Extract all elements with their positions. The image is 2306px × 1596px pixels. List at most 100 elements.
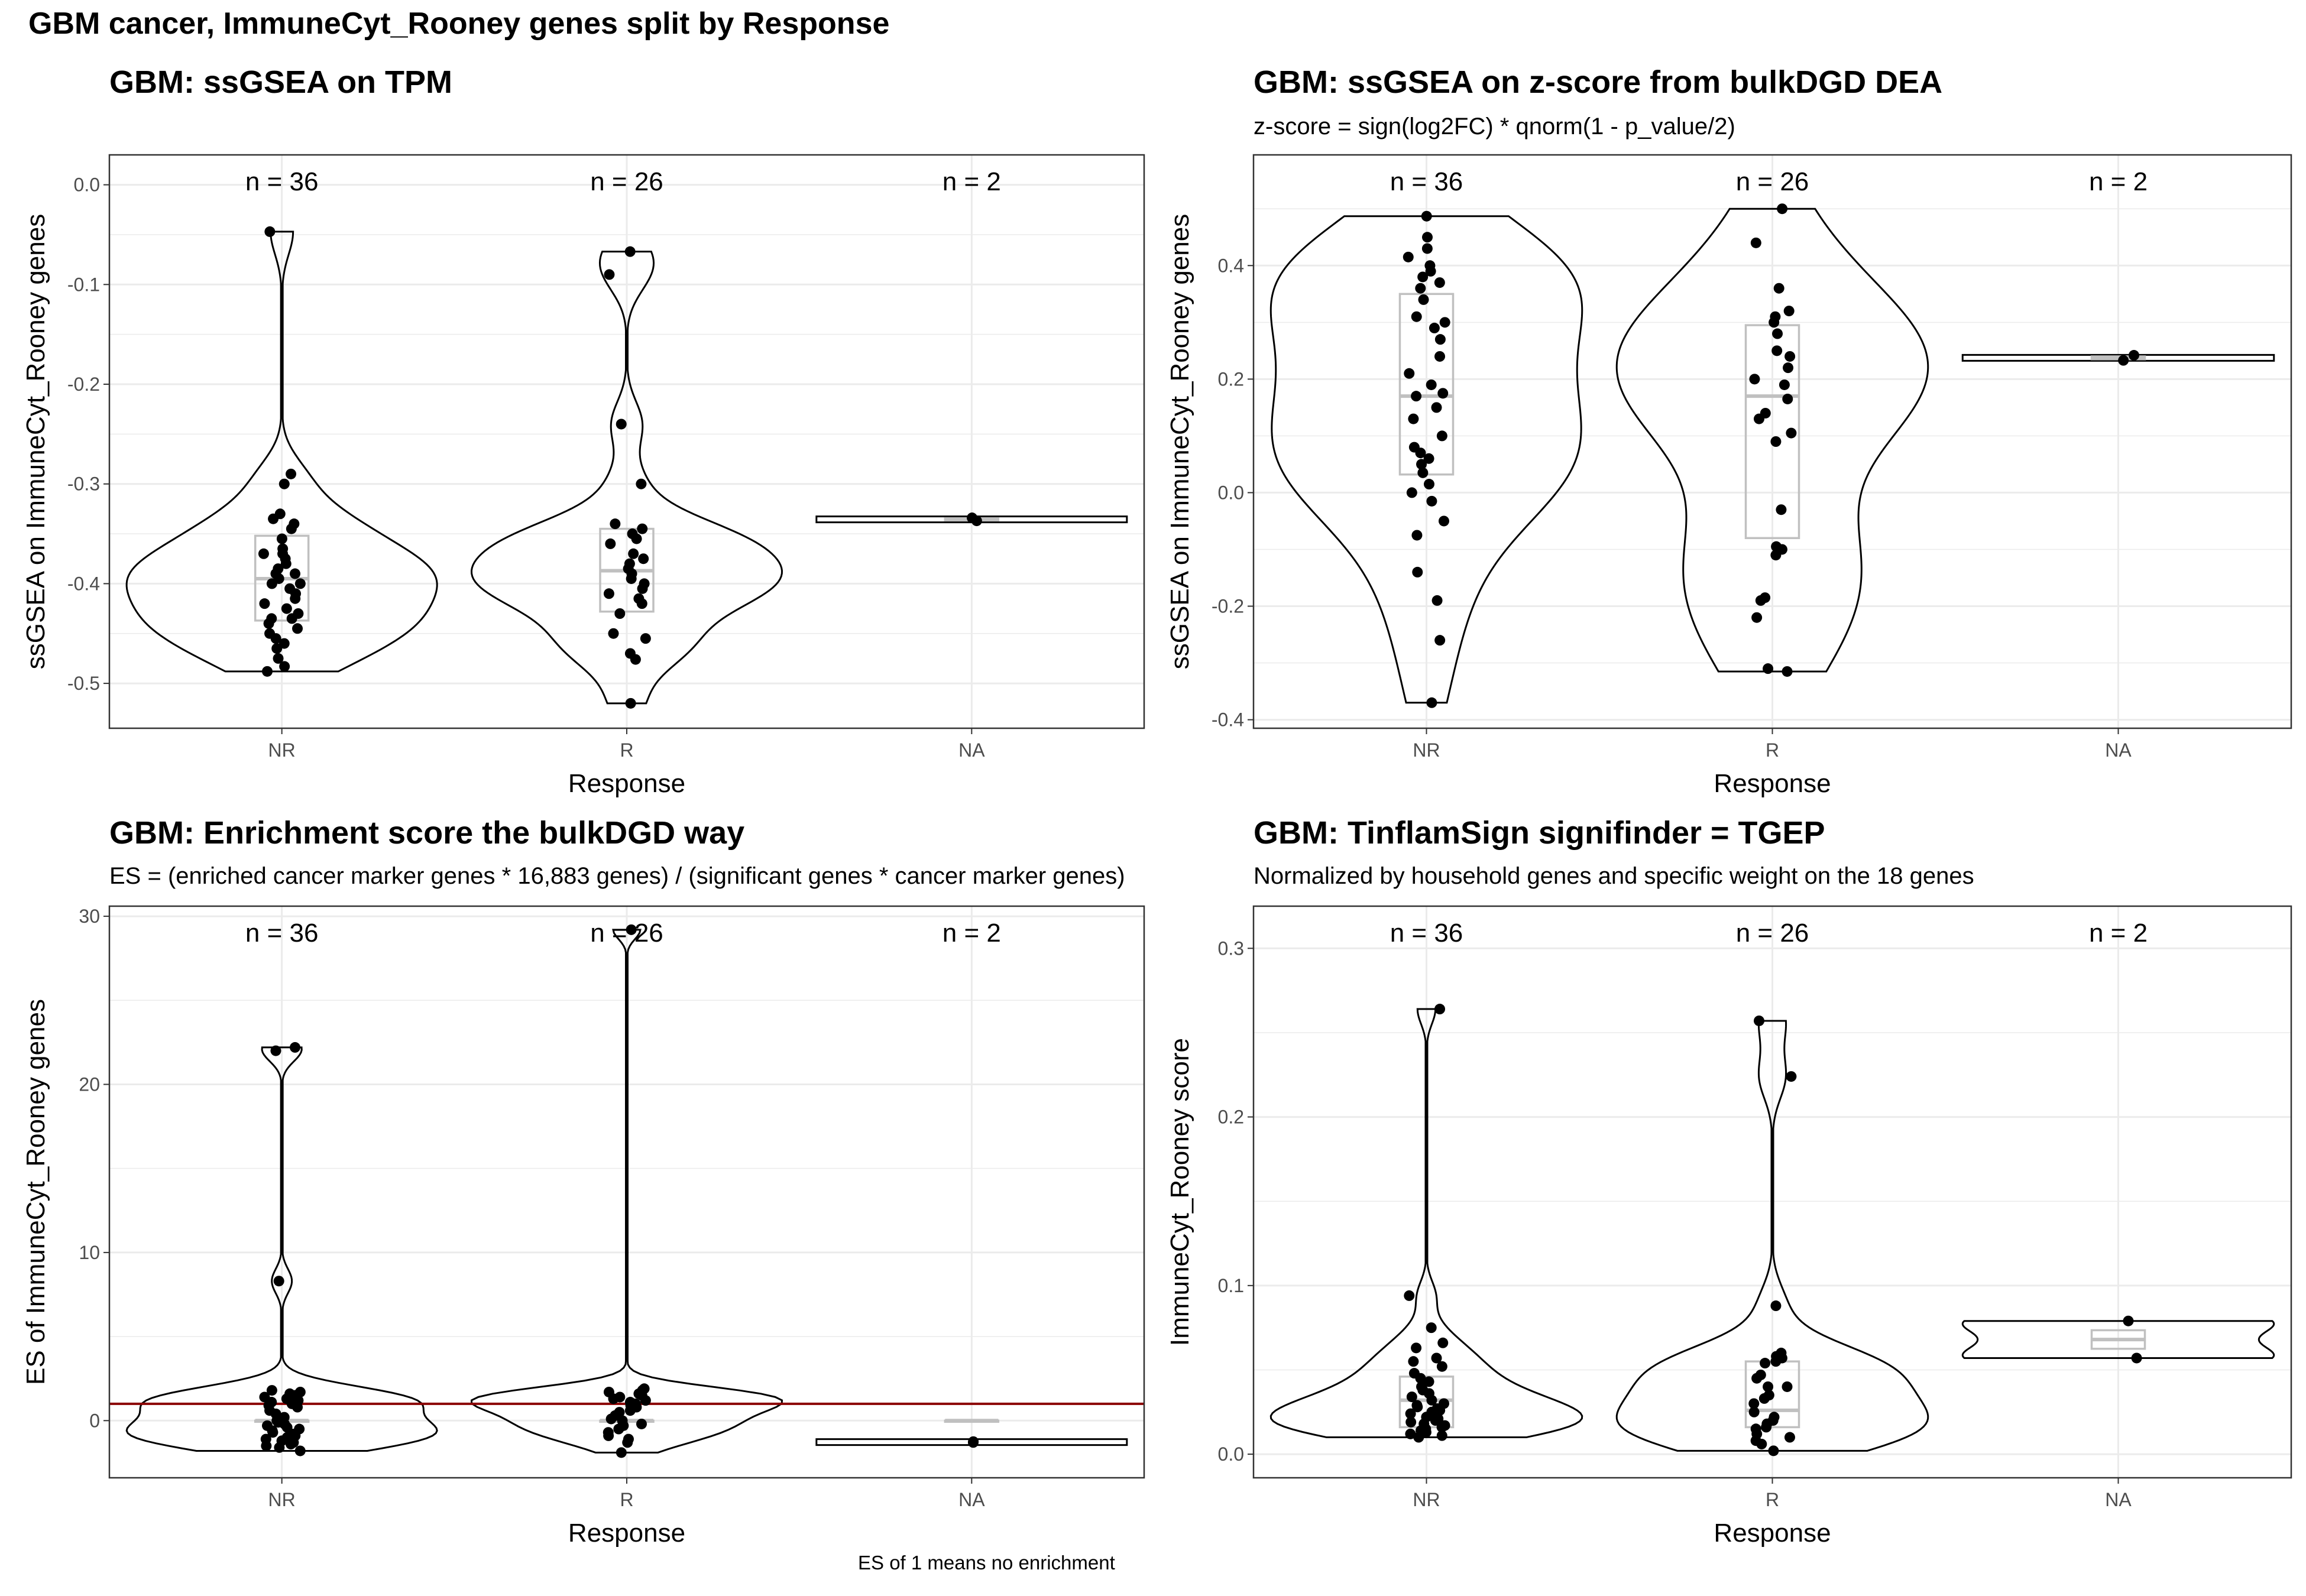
- data-point: [608, 1393, 619, 1404]
- y-tick-label: 0.3: [1218, 938, 1244, 959]
- violin-R: [1615, 207, 1929, 673]
- data-point: [292, 1402, 303, 1413]
- data-point: [1423, 479, 1434, 490]
- data-point: [1426, 379, 1437, 390]
- x-axis-title: Response: [1714, 769, 1831, 798]
- panel-subtitle: ES = (enriched cancer marker genes * 16,…: [109, 863, 1125, 889]
- data-point: [626, 573, 637, 584]
- data-point: [1786, 1071, 1797, 1082]
- data-point: [2131, 1352, 2142, 1364]
- data-point: [261, 1440, 272, 1451]
- x-tick-label: NA: [958, 1489, 985, 1510]
- x-tick-label: NA: [2105, 739, 2132, 761]
- n-label: n = 36: [245, 919, 319, 948]
- panel-tinflamsign: GBM: TinflamSign signifinder = TGEP Norm…: [1153, 768, 2306, 1596]
- data-point: [278, 478, 290, 489]
- data-point: [1751, 612, 1763, 623]
- data-point: [274, 1442, 285, 1453]
- violin-NA: [1961, 1320, 2275, 1359]
- data-point: [1404, 1290, 1415, 1301]
- data-point: [1763, 663, 1774, 674]
- x-tick-label: R: [1766, 1489, 1779, 1510]
- violin-R: [470, 929, 783, 1454]
- violin-NA: [815, 515, 1128, 524]
- panel-title: GBM: TinflamSign signifinder = TGEP: [1254, 815, 1825, 851]
- data-point: [1405, 1428, 1416, 1439]
- data-point: [605, 1413, 617, 1425]
- data-point: [1423, 453, 1434, 464]
- data-point: [1408, 1356, 1419, 1367]
- data-point: [270, 1045, 281, 1056]
- y-tick-label: 0.0: [1218, 482, 1244, 503]
- data-point: [1406, 1391, 1417, 1403]
- data-point: [1417, 271, 1429, 283]
- data-point: [1418, 294, 1429, 305]
- data-point: [968, 1436, 979, 1447]
- data-point: [270, 633, 281, 644]
- x-tick-label: NR: [268, 1489, 296, 1510]
- panel-enrichment-score: GBM: Enrichment score the bulkDGD way ES…: [0, 768, 1153, 1596]
- data-point: [1753, 413, 1764, 424]
- data-point: [1755, 595, 1766, 606]
- violin-plot-enrichment-score: 0 10 20 30 n = 36 n = 26 n = 2 NR R NA Response ES …: [21, 905, 1145, 1548]
- n-label: n = 26: [590, 167, 663, 196]
- y-tick-label: -0.4: [1212, 709, 1244, 731]
- data-point: [1779, 379, 1790, 390]
- data-point: [273, 653, 284, 664]
- data-point: [1434, 1404, 1446, 1416]
- n-label: n = 36: [1390, 167, 1463, 196]
- data-point: [1770, 550, 1782, 561]
- data-point: [263, 618, 274, 629]
- data-point: [258, 548, 269, 559]
- x-axis-title: Response: [568, 769, 685, 798]
- data-point: [1784, 351, 1796, 362]
- x-tick-label: NR: [268, 739, 296, 761]
- x-axis-title: Response: [568, 1519, 685, 1548]
- data-point: [267, 1427, 278, 1438]
- data-point: [616, 1447, 627, 1458]
- data-point: [626, 924, 637, 935]
- panel-title: GBM: ssGSEA on z-score from bulkDGD DEA: [1254, 64, 1943, 100]
- data-point: [608, 628, 619, 639]
- n-label: n = 36: [245, 167, 319, 196]
- data-point: [1411, 530, 1423, 541]
- violin-plot-tinflamsign: 0.0 0.1 0.2 0.3 n = 36 n = 26 n = 2 NR R NA Respon…: [1165, 905, 2292, 1548]
- data-point: [631, 533, 642, 544]
- panel-border: [108, 154, 1145, 729]
- data-point: [1426, 1322, 1437, 1334]
- data-point: [290, 1042, 301, 1053]
- data-point: [630, 654, 641, 665]
- x-tick-label: R: [620, 1489, 633, 1510]
- data-point: [268, 513, 279, 524]
- data-point: [610, 518, 621, 530]
- data-point: [264, 226, 276, 237]
- y-axis-title: ImmuneCyt_Rooney score: [1165, 1038, 1194, 1346]
- panel-border: [1252, 154, 2292, 729]
- y-axis-title: ES of ImmuneCyt_Rooney genes: [21, 999, 50, 1385]
- data-point: [967, 512, 978, 524]
- data-point: [1771, 345, 1783, 356]
- data-point: [290, 568, 301, 579]
- y-tick-label: 0.1: [1218, 1275, 1244, 1296]
- data-point: [1434, 1004, 1446, 1015]
- data-point: [286, 523, 297, 534]
- data-point: [1423, 1376, 1434, 1387]
- x-tick-label: R: [620, 739, 633, 761]
- panel-border: [1252, 905, 2292, 1479]
- data-point: [290, 593, 301, 604]
- data-point: [1436, 1361, 1447, 1372]
- n-label: n = 26: [590, 919, 663, 948]
- data-point: [1770, 1300, 1782, 1312]
- data-point: [261, 666, 273, 677]
- data-point: [281, 603, 292, 614]
- y-tick-label: 0: [89, 1410, 100, 1431]
- data-point: [1405, 1408, 1416, 1419]
- x-tick-label: NR: [1413, 739, 1440, 761]
- data-point: [1425, 265, 1436, 277]
- data-point: [637, 523, 648, 534]
- data-point: [1436, 1422, 1447, 1433]
- y-tick-label: 0.0: [74, 174, 100, 196]
- y-tick-label: -0.5: [67, 673, 100, 694]
- data-point: [1426, 495, 1437, 507]
- data-point: [637, 583, 648, 594]
